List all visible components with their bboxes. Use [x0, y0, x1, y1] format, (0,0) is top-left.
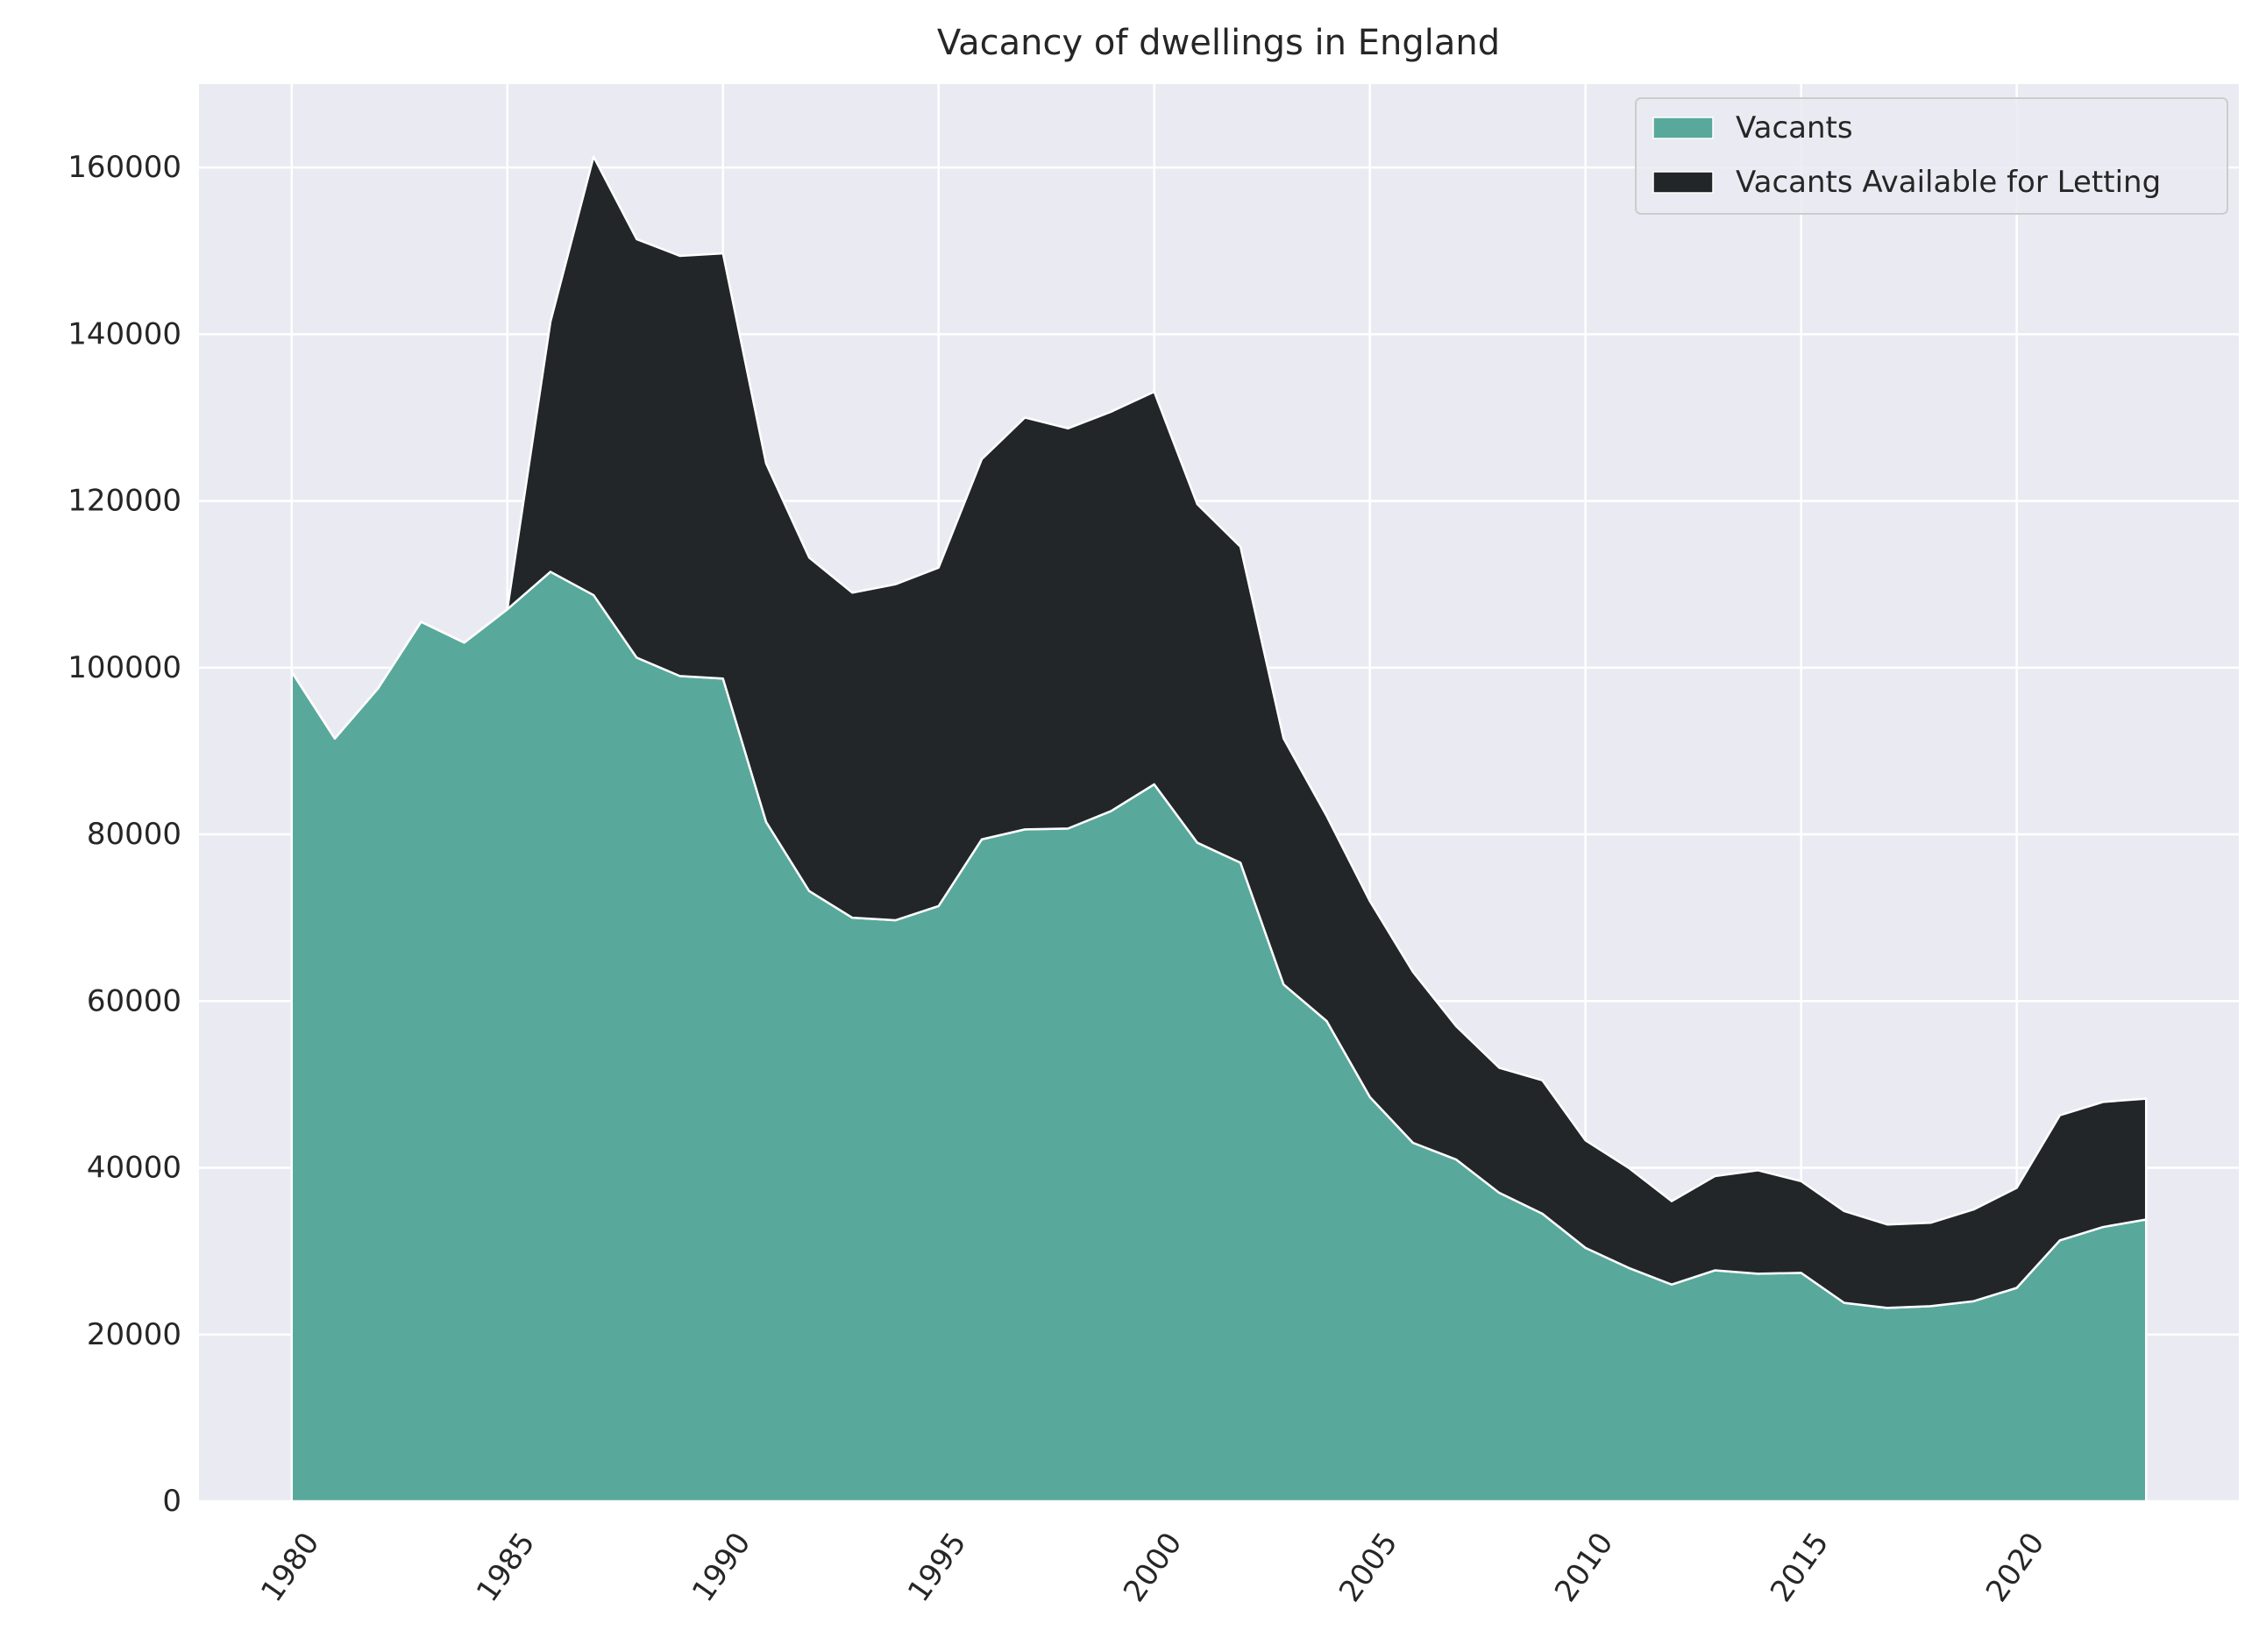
legend: Vacants Vacants Available for Letting: [1635, 97, 2228, 215]
legend-swatch-1: [1652, 171, 1714, 194]
y-tick-label-7: 140000: [67, 316, 181, 351]
chart-title: Vacancy of dwellings in England: [937, 23, 1500, 63]
series-areas: [290, 155, 2148, 1503]
x-tick-label-2: 1990: [686, 1526, 757, 1608]
x-tick-label-8: 2020: [1979, 1526, 2051, 1608]
y-tick-label-3: 60000: [87, 983, 181, 1018]
y-axis-ticks: 0 20000 40000 60000 80000 100000 120000 140000 1…: [67, 150, 181, 1519]
x-tick-label-4: 2000: [1117, 1526, 1189, 1608]
x-tick-label-1: 1985: [470, 1526, 542, 1608]
legend-swatch-0: [1652, 117, 1714, 139]
x-tick-label-7: 2015: [1764, 1526, 1836, 1608]
legend-label-1: Vacants Available for Letting: [1736, 165, 2161, 200]
y-tick-label-0: 0: [162, 1484, 181, 1519]
x-axis-ticks: 1980 1985 1990 1995 2000 2005 2010 2015 2020: [254, 1526, 2051, 1608]
x-tick-label-5: 2005: [1332, 1526, 1404, 1608]
y-tick-label-4: 80000: [87, 817, 181, 852]
legend-frame: [1635, 97, 2228, 215]
x-tick-label-6: 2010: [1548, 1526, 1620, 1608]
area-series-1: [290, 155, 2148, 1309]
y-tick-label-6: 120000: [67, 484, 181, 519]
y-tick-label-5: 100000: [67, 650, 181, 685]
y-tick-label-2: 40000: [87, 1151, 181, 1186]
y-tick-label-8: 160000: [67, 150, 181, 185]
x-tick-label-3: 1995: [901, 1526, 973, 1608]
legend-label-0: Vacants: [1736, 110, 1853, 145]
x-tick-label-0: 1980: [254, 1526, 326, 1608]
y-tick-label-1: 20000: [87, 1317, 181, 1352]
